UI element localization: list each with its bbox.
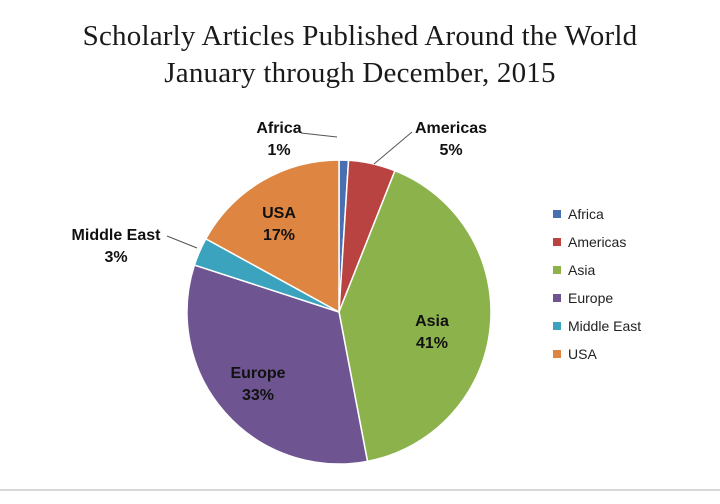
slice-percent-middle-east: 3% (104, 249, 127, 266)
slice-percent-asia: 41% (416, 335, 448, 352)
pie-slices (186, 159, 492, 465)
leader-lines (166, 131, 413, 249)
pie-slice-asia (338, 169, 492, 463)
chart-subtitle: January through December, 2015 (164, 57, 556, 89)
legend-label-middle-east: Middle East (568, 318, 641, 334)
legend: Africa Americas Asia Europe Middle East USA (553, 206, 641, 362)
legend-label-usa: USA (568, 346, 597, 362)
pie-slice-usa (204, 159, 340, 314)
legend-label-asia: Asia (568, 262, 595, 278)
leader-line-americas (373, 131, 413, 165)
slice-percent-africa: 1% (267, 142, 290, 159)
legend-label-europe: Europe (568, 290, 613, 306)
slice-labels: Africa 1% Americas 5% Asia 41% Europe 33% Middle… (72, 120, 488, 404)
chart-title: Scholarly Articles Published Around the … (82, 20, 638, 52)
slice-label-americas: Americas (415, 120, 487, 137)
slice-label-africa: Africa (256, 120, 301, 137)
legend-label-americas: Americas (568, 234, 626, 250)
leader-line-africa (300, 132, 338, 138)
legend-swatch-middle-east (553, 322, 561, 330)
legend-swatch-europe (553, 294, 561, 302)
slice-label-europe: Europe (230, 365, 285, 382)
slice-percent-europe: 33% (242, 387, 274, 404)
pie-slice-europe (186, 264, 369, 465)
legend-swatch-asia (553, 266, 561, 274)
slice-label-middle-east: Middle East (72, 227, 162, 244)
slice-label-usa: USA (262, 205, 296, 222)
slice-label-asia: Asia (415, 313, 449, 330)
slice-percent-americas: 5% (439, 142, 462, 159)
legend-swatch-americas (553, 238, 561, 246)
legend-swatch-africa (553, 210, 561, 218)
leader-line-middle-east (166, 235, 198, 249)
legend-label-africa: Africa (568, 206, 604, 222)
divider (0, 489, 720, 491)
legend-swatch-usa (553, 350, 561, 358)
slice-percent-usa: 17% (263, 227, 295, 244)
